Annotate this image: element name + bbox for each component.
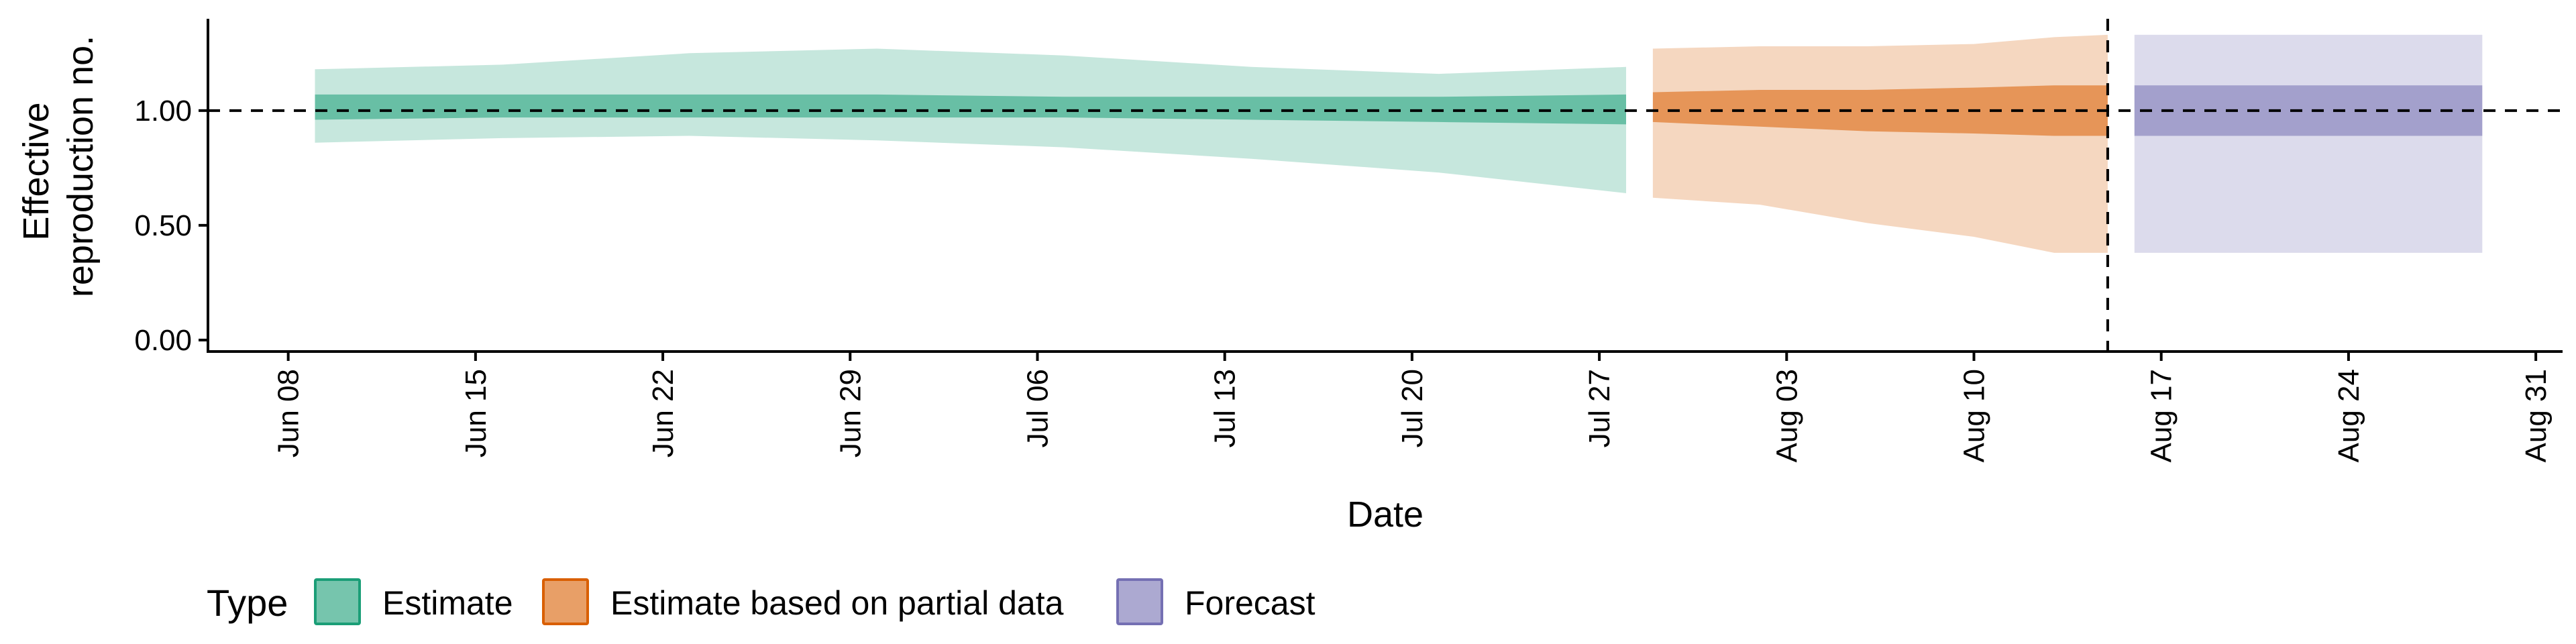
legend-label-estimate: Estimate [382, 584, 513, 622]
band-50-forecast [2134, 85, 2483, 136]
y-axis-ticks: 0.00 0.50 1.00 [134, 95, 208, 357]
band-50-estimate-based-on-partial-data [1652, 85, 2108, 136]
x-tick-label: Aug 31 [2520, 369, 2553, 462]
legend-key-estimate [314, 578, 361, 625]
y-tick-label: 1.00 [134, 95, 192, 127]
x-tick-label: Jul 27 [1583, 369, 1616, 447]
x-tick-label: Aug 17 [2145, 369, 2178, 462]
x-tick-label: Jul 20 [1396, 369, 1429, 447]
x-axis-title: Date [1347, 494, 1424, 535]
band-90-forecast [2134, 34, 2483, 253]
legend-label-forecast: Forecast [1185, 584, 1316, 622]
x-tick-label: Jul 13 [1209, 369, 1242, 447]
x-tick-label: Jun 29 [834, 369, 867, 458]
y-axis-title-line-2: reproduction no. [60, 36, 101, 297]
y-axis-title-line-1: Effective [16, 102, 56, 240]
x-tick-label: Aug 24 [2332, 369, 2365, 462]
x-tick-label: Jun 15 [460, 369, 492, 458]
x-tick-label: Jun 08 [272, 369, 305, 458]
x-tick-label: Aug 10 [1958, 369, 1991, 462]
band-90-estimate [315, 48, 1626, 193]
y-tick-label: 0.50 [134, 209, 192, 242]
band-90-estimate-based-on-partial-data [1652, 34, 2108, 253]
legend-key-forecast [1116, 578, 1163, 625]
ribbon-layer [315, 34, 2483, 253]
x-tick-label: Aug 03 [1770, 369, 1803, 462]
x-tick-label: Jul 06 [1022, 369, 1055, 447]
legend-label-partial: Estimate based on partial data [610, 584, 1064, 622]
x-axis-ticks: Jun 08 Jun 15 Jun 22 Jun 29 Jul 06 Jul 13 Jul … [272, 352, 2553, 462]
x-tick-label: Jun 22 [647, 369, 680, 458]
y-axis-title: Effective reproduction no. [16, 36, 101, 297]
legend-title: Type [207, 582, 288, 624]
y-tick-label: 0.00 [134, 324, 192, 357]
legend: Type Estimate Estimate based on partial … [207, 578, 1316, 625]
legend-key-partial [542, 578, 589, 625]
